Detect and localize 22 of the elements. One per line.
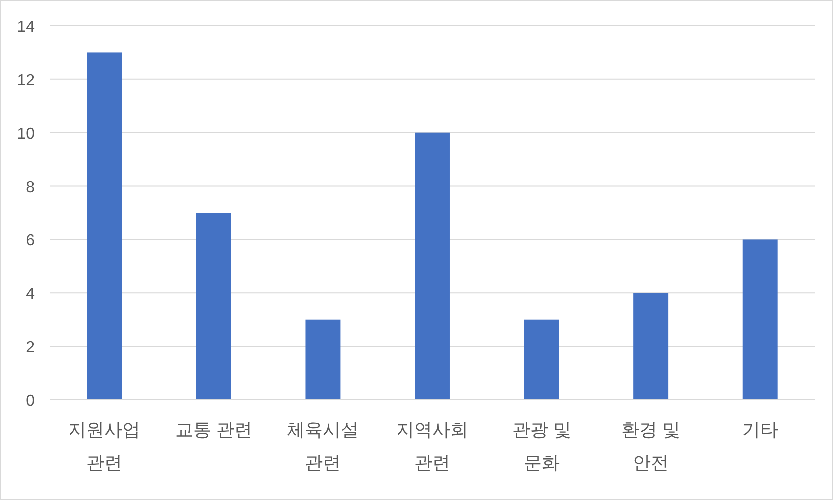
y-tick-label: 8 [26,179,36,196]
bar [524,320,560,400]
x-tick-label: 기타 [742,420,778,440]
bar [306,320,341,400]
y-tick-label: 4 [26,286,36,304]
bar [742,240,778,400]
x-tick-label: 체육시설 관련 [287,420,360,473]
bar [196,213,232,400]
x-tick-label: 교통 관련 [175,420,252,440]
x-tick-label: 지역사회 관련 [396,420,468,473]
y-tick-label: 0 [26,393,36,410]
x-tick-label: 관광 및 문화 [512,420,572,473]
x-tick-label: 환경 및 안전 [622,420,681,473]
bar [415,132,450,400]
y-tick-label: 2 [26,340,36,357]
y-tick-label: 10 [17,126,36,143]
y-tick-label: 14 [17,19,36,36]
y-tick-label: 6 [26,232,36,250]
bar [634,293,669,400]
x-tick-label: 지원사업 관련 [68,420,141,473]
y-tick-label: 12 [17,72,36,90]
bar [87,52,122,400]
